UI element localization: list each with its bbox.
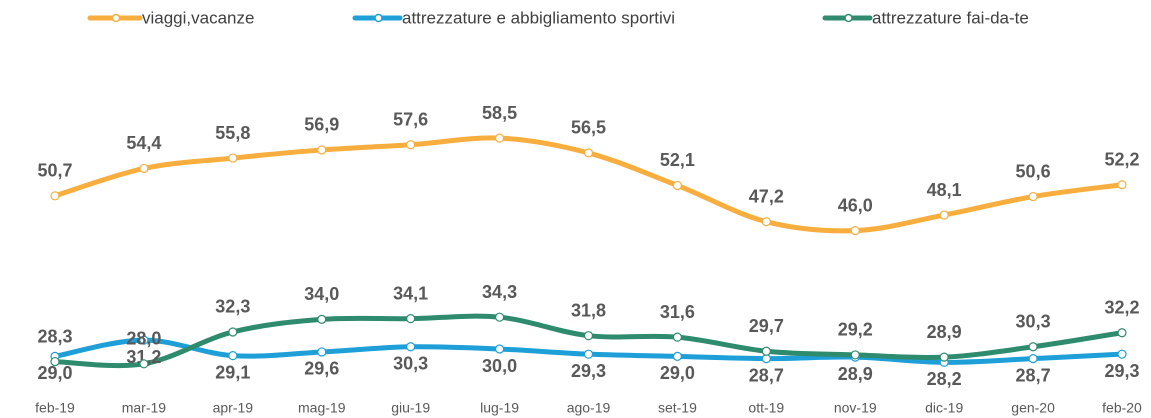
x-tick-label: mag-19 <box>298 400 346 416</box>
point <box>1117 349 1127 359</box>
data-label: 31,8 <box>571 300 606 320</box>
point <box>228 153 238 163</box>
point <box>1117 180 1127 190</box>
point <box>850 350 860 360</box>
data-label: 28,3 <box>37 326 72 346</box>
data-label: 47,2 <box>749 186 784 206</box>
x-tick-label: set-19 <box>658 400 697 416</box>
data-label: 28,7 <box>1016 365 1051 385</box>
data-label: 29,0 <box>660 363 695 383</box>
point <box>50 191 60 201</box>
point <box>494 344 505 354</box>
data-label: 28,0 <box>126 329 161 349</box>
point <box>50 356 60 367</box>
data-label: 54,4 <box>126 133 161 153</box>
point <box>583 148 594 158</box>
x-tick-label: lug-19 <box>480 400 519 416</box>
point <box>1028 354 1038 364</box>
point <box>317 314 327 324</box>
point <box>139 163 149 174</box>
data-label: 32,2 <box>1104 297 1139 317</box>
x-tick-label: giu-19 <box>391 400 430 416</box>
legend-label: viaggi,vacanze <box>142 8 254 27</box>
point <box>761 217 771 227</box>
x-tick-label: dic-19 <box>925 400 963 416</box>
data-label: 30,3 <box>393 354 428 374</box>
data-label: 29,2 <box>838 320 873 340</box>
point <box>317 145 327 155</box>
point <box>939 352 949 362</box>
point <box>761 354 771 364</box>
data-label: 57,6 <box>393 110 428 130</box>
point <box>1028 191 1038 202</box>
legend-label: attrezzature e abbigliamento sportivi <box>402 8 675 27</box>
data-label: 29,0 <box>37 363 72 383</box>
data-label: 31,6 <box>660 302 695 322</box>
legend-label: attrezzature fai-da-te <box>872 8 1029 27</box>
data-label: 29,6 <box>304 359 339 379</box>
data-label: 52,1 <box>660 150 695 170</box>
point <box>583 331 594 341</box>
data-label: 28,2 <box>927 369 962 389</box>
point <box>406 140 416 150</box>
data-label: 50,7 <box>37 161 72 181</box>
point <box>139 335 149 345</box>
data-label: 28,7 <box>749 365 784 385</box>
data-label: 34,0 <box>304 284 339 304</box>
data-label: 52,2 <box>1104 149 1139 169</box>
legend-marker <box>844 13 853 23</box>
data-label: 34,3 <box>482 282 517 302</box>
data-label: 50,6 <box>1016 161 1051 181</box>
data-label: 56,9 <box>304 115 339 135</box>
point <box>850 226 860 236</box>
data-label: 29,3 <box>1104 361 1139 381</box>
x-tick-label: ott-19 <box>748 400 784 416</box>
x-tick-label: nov-19 <box>834 400 877 416</box>
data-label: 55,8 <box>215 123 250 143</box>
point <box>494 312 505 322</box>
data-label: 58,5 <box>482 103 517 123</box>
point <box>139 359 149 369</box>
point <box>406 342 416 352</box>
data-label: 32,3 <box>215 297 250 317</box>
x-tick-label: gen-20 <box>1011 400 1055 416</box>
x-tick-label: mar-19 <box>122 400 167 416</box>
point <box>494 133 505 143</box>
point <box>939 210 949 220</box>
data-label: 28,9 <box>927 322 962 342</box>
data-label: 30,0 <box>482 356 517 376</box>
data-label: 48,1 <box>927 180 962 200</box>
point <box>672 180 683 191</box>
point <box>583 349 594 359</box>
legend-marker <box>374 13 383 23</box>
point <box>672 332 683 342</box>
point <box>317 347 327 357</box>
point <box>228 327 238 337</box>
x-tick-label: ago-19 <box>567 400 611 416</box>
point <box>672 351 683 361</box>
data-label: 29,7 <box>749 316 784 336</box>
data-label: 29,1 <box>215 362 250 382</box>
point <box>228 351 238 361</box>
data-label: 31,2 <box>126 347 161 367</box>
x-tick-label: feb-20 <box>1102 400 1142 416</box>
x-tick-label: apr-19 <box>213 400 254 416</box>
data-label: 30,3 <box>1016 312 1051 332</box>
point <box>1028 342 1038 352</box>
legend-marker <box>111 13 121 23</box>
point <box>406 314 416 324</box>
x-tick-label: feb-19 <box>35 400 75 416</box>
point <box>1117 328 1127 338</box>
data-label: 28,9 <box>838 364 873 384</box>
point <box>761 346 771 356</box>
data-label: 56,5 <box>571 118 606 138</box>
data-label: 34,1 <box>393 283 428 303</box>
data-label: 29,3 <box>571 361 606 381</box>
data-label: 46,0 <box>838 195 873 215</box>
